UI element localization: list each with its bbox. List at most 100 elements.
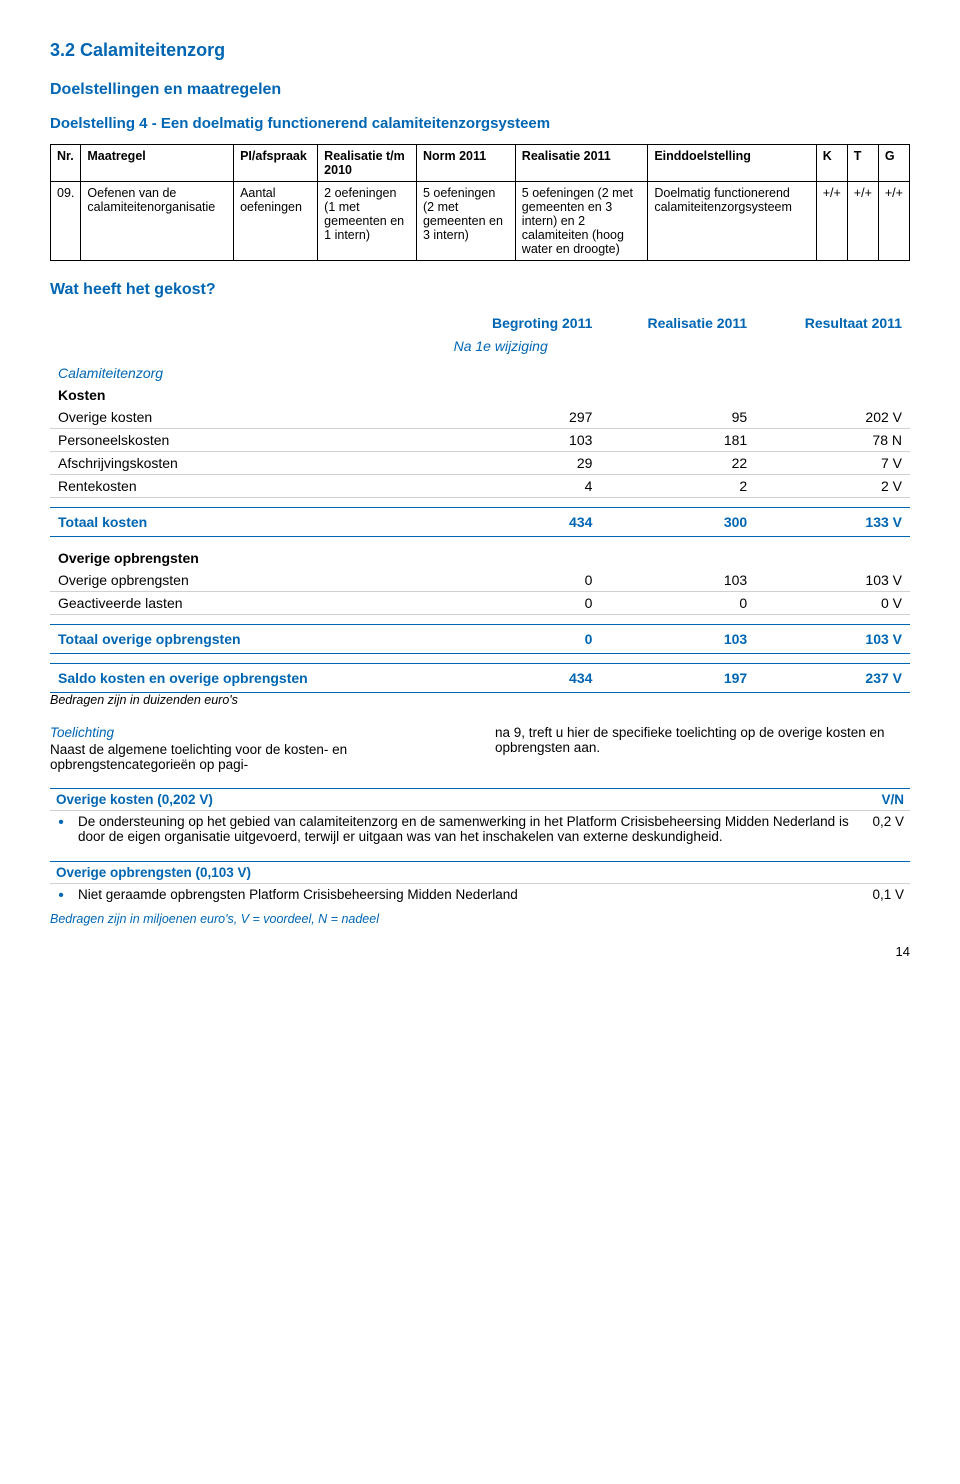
finance-cell-label: Afschrijvingskosten [50, 452, 446, 475]
finance-cell-r: 22 [600, 452, 755, 475]
notes1-vn: V/N [866, 788, 910, 810]
toelichting-block: Toelichting Naast de algemene toelichtin… [50, 725, 910, 772]
finance-col-resultaat: Resultaat 2011 [755, 311, 910, 335]
bullet-icon: • [50, 810, 72, 847]
finance-cell-b: 29 [446, 452, 601, 475]
finance-cell-b: 0 [446, 569, 601, 592]
matrix-cell-real2010: 2 oefeningen (1 met gemeenten en 1 inter… [318, 182, 417, 261]
finance-saldo-res: 237 V [755, 663, 910, 692]
finance-cell-b: 4 [446, 475, 601, 498]
notes-table-2: Overige opbrengsten (0,103 V) • Niet ger… [50, 861, 910, 908]
finance-cell-label: Personeelskosten [50, 429, 446, 452]
finance-row: Overige kosten 297 95 202 V [50, 406, 910, 429]
finance-cell-b: 0 [446, 591, 601, 614]
finance-total-r: 103 [600, 624, 755, 653]
finance-cell-r: 2 [600, 475, 755, 498]
finance-kosten-head: Kosten [50, 384, 910, 406]
finance-total-label: Totaal overige opbrengsten [50, 624, 446, 653]
page-number: 14 [50, 944, 910, 959]
finance-total-opbrengst: Totaal overige opbrengsten 0 103 103 V [50, 624, 910, 653]
finance-section-label: Calamiteitenzorg [50, 357, 446, 384]
finance-col-begroting: Begroting 2011 [446, 311, 601, 335]
finance-kosten-label: Kosten [50, 384, 446, 406]
matrix-th: Norm 2011 [416, 145, 515, 182]
finance-cell-label: Overige kosten [50, 406, 446, 429]
finance-row: Personeelskosten 103 181 78 N [50, 429, 910, 452]
notes1-head: Overige kosten (0,202 V) V/N [50, 788, 910, 810]
matrix-th: K [816, 145, 847, 182]
bullet-icon: • [50, 883, 72, 908]
section-number: 3.2 [50, 40, 75, 60]
finance-total-label: Totaal kosten [50, 508, 446, 537]
notes2-val: 0,1 V [836, 883, 910, 908]
matrix-th: PI/afspraak [234, 145, 318, 182]
section-name: Calamiteitenzorg [80, 40, 225, 60]
toelichting-head: Toelichting [50, 725, 465, 740]
finance-cell-res: 0 V [755, 591, 910, 614]
finance-total-r: 300 [600, 508, 755, 537]
matrix-cell-pi: Aantal oefeningen [234, 182, 318, 261]
finance-row: Rentekosten 4 2 2 V [50, 475, 910, 498]
matrix-th: Einddoelstelling [648, 145, 816, 182]
matrix-th: Maatregel [81, 145, 234, 182]
finance-total-res: 133 V [755, 508, 910, 537]
matrix-cell-maatregel: Oefenen van de calamiteitenorganisatie [81, 182, 234, 261]
finance-cell-label: Rentekosten [50, 475, 446, 498]
finance-saldo-r: 197 [600, 663, 755, 692]
finance-cell-r: 0 [600, 591, 755, 614]
doelstelling-title: Doelstelling 4 - Een doelmatig functione… [50, 115, 910, 132]
matrix-th: Nr. [51, 145, 81, 182]
matrix-th: G [878, 145, 909, 182]
finance-saldo: Saldo kosten en overige opbrengsten 434 … [50, 663, 910, 692]
matrix-header-row: Nr. Maatregel PI/afspraak Realisatie t/m… [51, 145, 910, 182]
toelichting-left: Naast de algemene toelichting voor de ko… [50, 742, 347, 772]
toelichting-right: na 9, treft u hier de specifieke toelich… [495, 725, 885, 755]
notes1-row: • De ondersteuning op het gebied van cal… [50, 810, 910, 847]
finance-section-row: Calamiteitenzorg [50, 357, 910, 384]
finance-cell-res: 103 V [755, 569, 910, 592]
matrix-th: T [847, 145, 878, 182]
finance-row: Overige opbrengsten 0 103 103 V [50, 569, 910, 592]
matrix-cell-norm2011: 5 oefeningen (2 met gemeenten en 3 inter… [416, 182, 515, 261]
notes1-title: Overige kosten (0,202 V) [50, 788, 866, 810]
matrix-table: Nr. Maatregel PI/afspraak Realisatie t/m… [50, 144, 910, 261]
finance-wijziging-row: Na 1e wijziging [50, 335, 910, 357]
finance-cell-r: 103 [600, 569, 755, 592]
finance-opbrengst-head: Overige opbrengsten [50, 547, 910, 569]
finance-cell-res: 7 V [755, 452, 910, 475]
notes2-text: Niet geraamde opbrengsten Platform Crisi… [72, 883, 836, 908]
notes1-val: 0,2 V [866, 810, 910, 847]
matrix-cell-g: +/+ [878, 182, 909, 261]
finance-cell-label: Geactiveerde lasten [50, 591, 446, 614]
matrix-th: Realisatie 2011 [515, 145, 648, 182]
notes2-title: Overige opbrengsten (0,103 V) [50, 861, 836, 883]
matrix-cell-nr: 09. [51, 182, 81, 261]
finance-wijziging: Na 1e wijziging [446, 335, 601, 357]
notes1-text: De ondersteuning op het gebied van calam… [72, 810, 866, 847]
finance-cell-b: 103 [446, 429, 601, 452]
matrix-cell-einddoel: Doelmatig functionerend calamiteitenzorg… [648, 182, 816, 261]
matrix-cell-real2011: 5 oefeningen (2 met gemeenten en 3 inter… [515, 182, 648, 261]
finance-footnote: Bedragen zijn in duizenden euro's [50, 693, 910, 707]
finance-total-b: 0 [446, 624, 601, 653]
gekost-heading: Wat heeft het gekost? [50, 281, 910, 299]
finance-row: Afschrijvingskosten 29 22 7 V [50, 452, 910, 475]
finance-header-row: Begroting 2011 Realisatie 2011 Resultaat… [50, 311, 910, 335]
finance-saldo-b: 434 [446, 663, 601, 692]
matrix-th: Realisatie t/m 2010 [318, 145, 417, 182]
finance-cell-res: 202 V [755, 406, 910, 429]
finance-col-realisatie: Realisatie 2011 [600, 311, 755, 335]
finance-total-res: 103 V [755, 624, 910, 653]
finance-table: Begroting 2011 Realisatie 2011 Resultaat… [50, 311, 910, 693]
finance-cell-res: 2 V [755, 475, 910, 498]
notes2-head: Overige opbrengsten (0,103 V) [50, 861, 910, 883]
finance-cell-r: 95 [600, 406, 755, 429]
matrix-cell-k: +/+ [816, 182, 847, 261]
legend: Bedragen zijn in miljoenen euro's, V = v… [50, 912, 910, 926]
finance-cell-res: 78 N [755, 429, 910, 452]
finance-opbrengst-label: Overige opbrengsten [50, 547, 446, 569]
notes2-row: • Niet geraamde opbrengsten Platform Cri… [50, 883, 910, 908]
section-title: 3.2 Calamiteitenzorg [50, 40, 910, 61]
subheading: Doelstellingen en maatregelen [50, 81, 910, 99]
notes-table-1: Overige kosten (0,202 V) V/N • De onders… [50, 788, 910, 847]
